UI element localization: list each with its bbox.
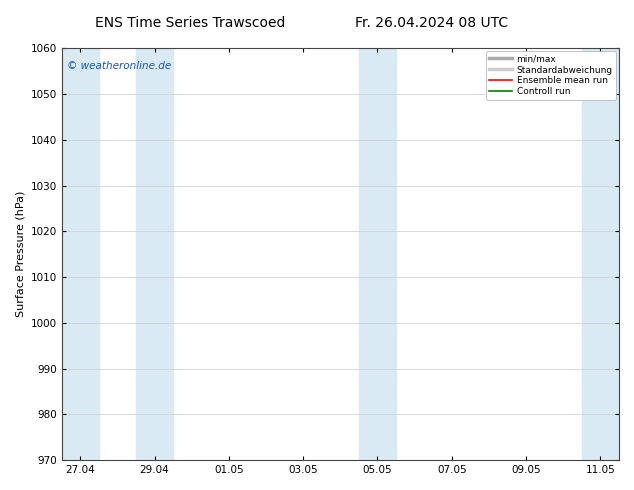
Text: Fr. 26.04.2024 08 UTC: Fr. 26.04.2024 08 UTC bbox=[354, 16, 508, 30]
Bar bbox=[136, 49, 173, 460]
Bar bbox=[582, 49, 634, 460]
Bar bbox=[359, 49, 396, 460]
Bar bbox=[61, 49, 99, 460]
Text: ENS Time Series Trawscoed: ENS Time Series Trawscoed bbox=[95, 16, 285, 30]
Text: © weatheronline.de: © weatheronline.de bbox=[67, 61, 171, 71]
Legend: min/max, Standardabweichung, Ensemble mean run, Controll run: min/max, Standardabweichung, Ensemble me… bbox=[486, 51, 616, 100]
Y-axis label: Surface Pressure (hPa): Surface Pressure (hPa) bbox=[15, 191, 25, 318]
